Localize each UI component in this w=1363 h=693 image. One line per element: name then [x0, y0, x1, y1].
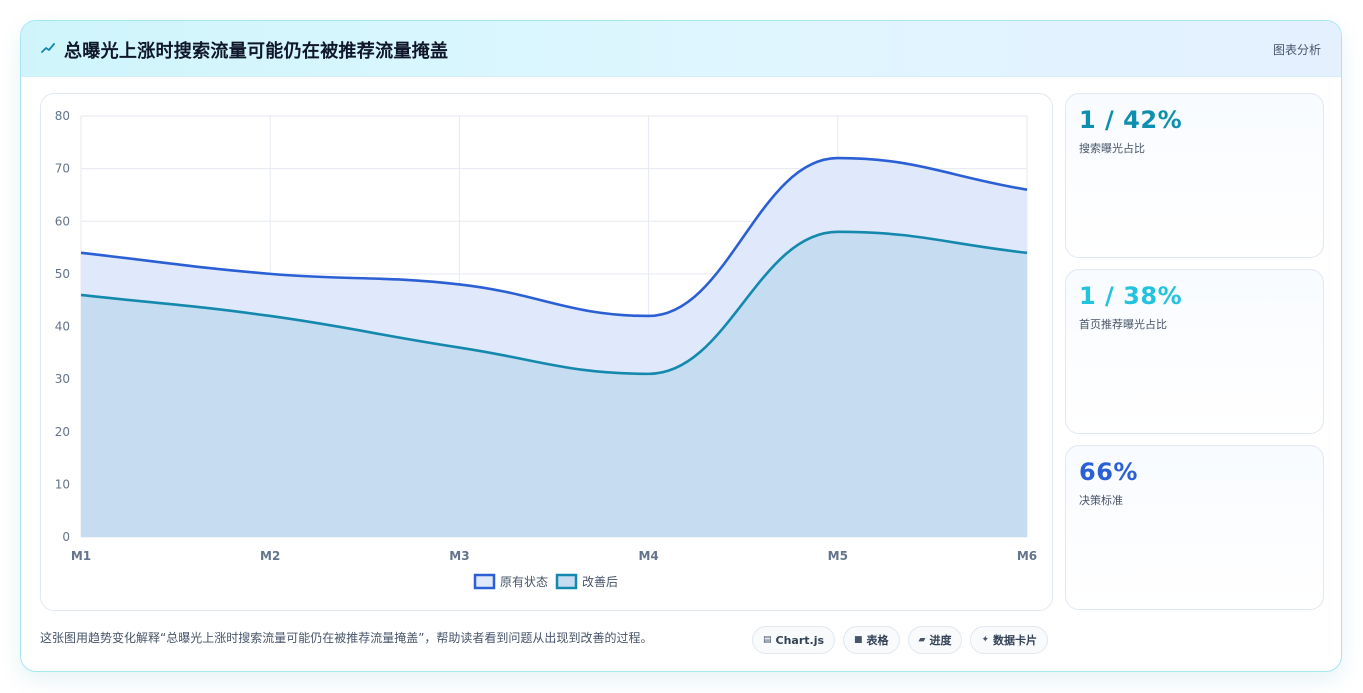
- y-tick-label: 70: [55, 162, 70, 176]
- x-tick-label: M5: [828, 549, 848, 563]
- series-line-0: [80, 156, 1028, 318]
- stat-value: 66%: [1079, 458, 1138, 486]
- stat-label: 首页推荐曝光占比: [1079, 318, 1167, 331]
- card-header: 总曝光上涨时搜索流量可能仍在被推荐流量掩盖 图表分析: [21, 21, 1341, 77]
- chip-table[interactable]: ■ 表格: [843, 626, 900, 654]
- y-tick-label: 60: [55, 214, 70, 228]
- chart-icon: ▤: [763, 635, 772, 645]
- progress-icon: ▰: [918, 635, 926, 645]
- stat-label: 决策标准: [1079, 494, 1123, 507]
- stat-value: 1 / 42%: [1079, 106, 1183, 134]
- x-tick-label: M2: [260, 549, 280, 563]
- stat-card-decision: 66% 决策标准: [1065, 445, 1324, 610]
- y-tick-label: 20: [55, 425, 70, 439]
- legend-label-0: 原有状态: [500, 575, 548, 589]
- chip-label: 表格: [866, 634, 889, 647]
- stat-card-recommend: 1 / 38% 首页推荐曝光占比: [1065, 269, 1324, 434]
- chip-label: 进度: [929, 634, 952, 647]
- series-area-1: [81, 231, 1027, 537]
- table-icon: ■: [854, 635, 863, 645]
- stat-card-search: 1 / 42% 搜索曝光占比: [1065, 93, 1324, 258]
- page-title: 总曝光上涨时搜索流量可能仍在被推荐流量掩盖: [64, 41, 449, 62]
- sparkle-icon: ✦: [981, 635, 990, 645]
- stat-value: 1 / 38%: [1079, 282, 1183, 310]
- y-tick-label: 40: [55, 320, 70, 334]
- y-tick-label: 10: [55, 477, 70, 491]
- analysis-card: 总曝光上涨时搜索流量可能仍在被推荐流量掩盖 图表分析 0 10 20 30 40 50 60…: [20, 20, 1342, 672]
- chart-trend-icon: [41, 43, 55, 53]
- stat-label: 搜索曝光占比: [1079, 142, 1145, 155]
- x-tick-label: M1: [71, 549, 91, 563]
- legend-swatch-0: [473, 573, 496, 590]
- chart-panel: 0 10 20 30 40 50 60 70 80 M1 M2 M3 M4 M5 M6 原有状态 改善后: [40, 93, 1053, 611]
- legend-swatch-1: [555, 573, 578, 590]
- area-chart: 0 10 20 30 40 50 60 70 80 M1 M2 M3 M4 M5 M6 原有状态 改善后: [55, 109, 1037, 590]
- chart-description: 这张图用趋势变化解释“总曝光上涨时搜索流量可能仍在被推荐流量掩盖”，帮助读者看到…: [40, 631, 653, 645]
- y-tick-label: 80: [55, 109, 70, 123]
- y-tick-label: 0: [62, 530, 70, 544]
- chip-progress[interactable]: ▰ 进度: [907, 626, 963, 654]
- legend-label-1: 改善后: [582, 574, 618, 589]
- y-tick-label: 30: [55, 372, 70, 386]
- chip-label: 数据卡片: [993, 634, 1038, 647]
- chip-data-card[interactable]: ✦ 数据卡片: [970, 626, 1049, 654]
- x-tick-label: M6: [1017, 549, 1037, 563]
- series-line-1: [80, 230, 1028, 376]
- x-tick-label: M3: [449, 549, 469, 563]
- chip-label: Chart.js: [775, 633, 825, 647]
- x-tick-label: M4: [638, 549, 658, 563]
- chip-chartjs[interactable]: ▤ Chart.js: [752, 626, 836, 654]
- y-tick-label: 50: [55, 267, 70, 281]
- chart-type-tag: 图表分析: [1272, 43, 1321, 57]
- feature-chips: ▤ Chart.js ■ 表格 ▰ 进度 ✦ 数据卡片: [752, 626, 1049, 654]
